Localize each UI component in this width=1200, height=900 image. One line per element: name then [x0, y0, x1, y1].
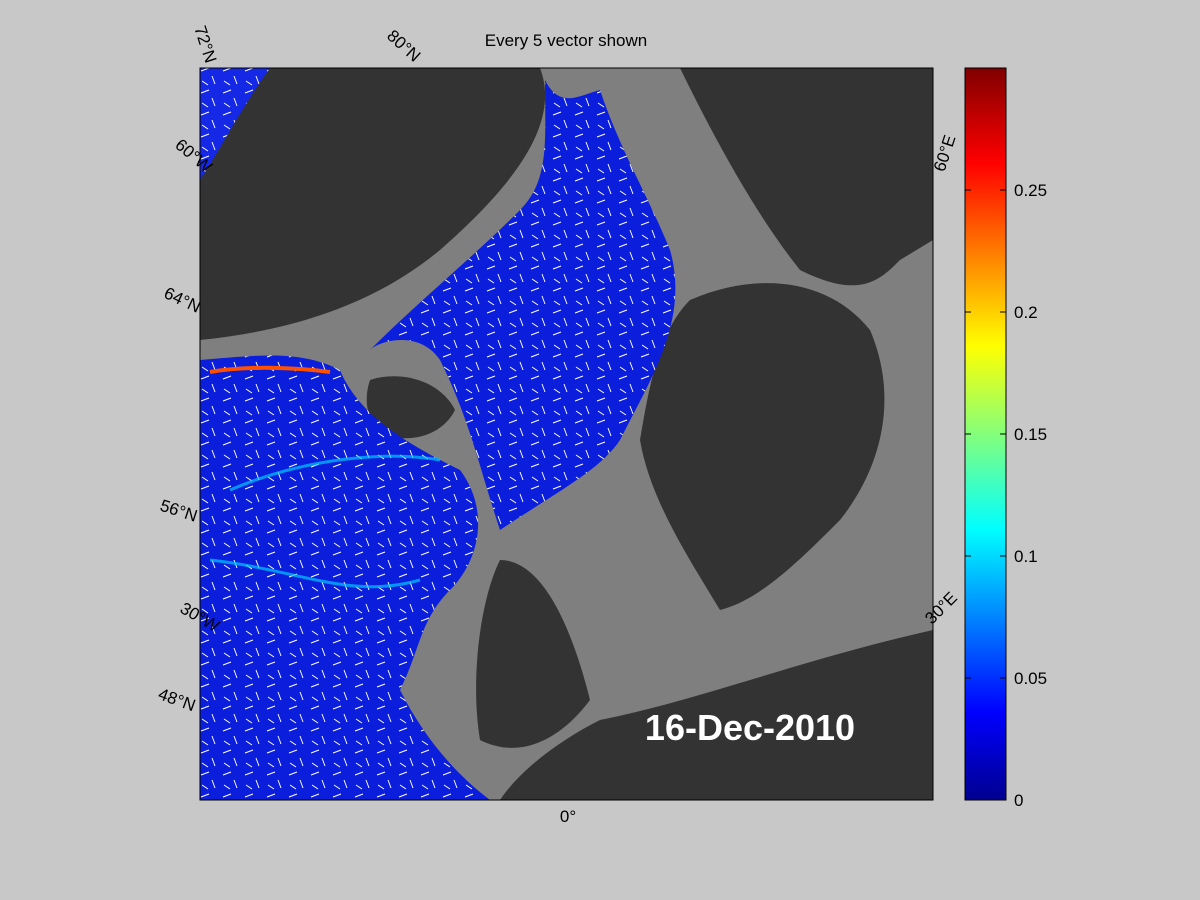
graticule-label: 56°N	[158, 496, 200, 526]
colorbar-tick-label: 0.1	[1014, 547, 1038, 566]
colorbar-tick-label: 0	[1014, 791, 1023, 810]
graticule-label: 72°N	[190, 23, 220, 65]
fronts	[209, 454, 441, 589]
british-isles	[476, 560, 590, 748]
continent	[500, 630, 933, 800]
colorbar	[964, 67, 1007, 801]
graticule-label: 0°	[560, 807, 576, 826]
colorbar-tick-label: 0.2	[1014, 303, 1038, 322]
colorbar-tick-label: 0.05	[1014, 669, 1047, 688]
graticule-label: 48°N	[156, 684, 198, 715]
map: 16-Dec-2010	[200, 68, 933, 800]
title: Every 5 vector shown	[485, 31, 648, 50]
graticule-label: 60°E	[930, 133, 960, 174]
date-label: 16-Dec-2010	[645, 707, 855, 748]
plot-frame	[199, 67, 934, 801]
vectors	[200, 68, 676, 800]
graticule-label: 80°N	[383, 26, 424, 66]
scandinavia	[640, 283, 885, 610]
colorbar-tick-label: 0.25	[1014, 181, 1047, 200]
iceland	[366, 376, 455, 439]
colorbar-axis: 0 0.05 0.1 0.15 0.2 0.25	[965, 181, 1047, 810]
colorbar-tick-label: 0.15	[1014, 425, 1047, 444]
graticule-label: 64°N	[161, 283, 203, 316]
jet-current	[209, 365, 331, 374]
